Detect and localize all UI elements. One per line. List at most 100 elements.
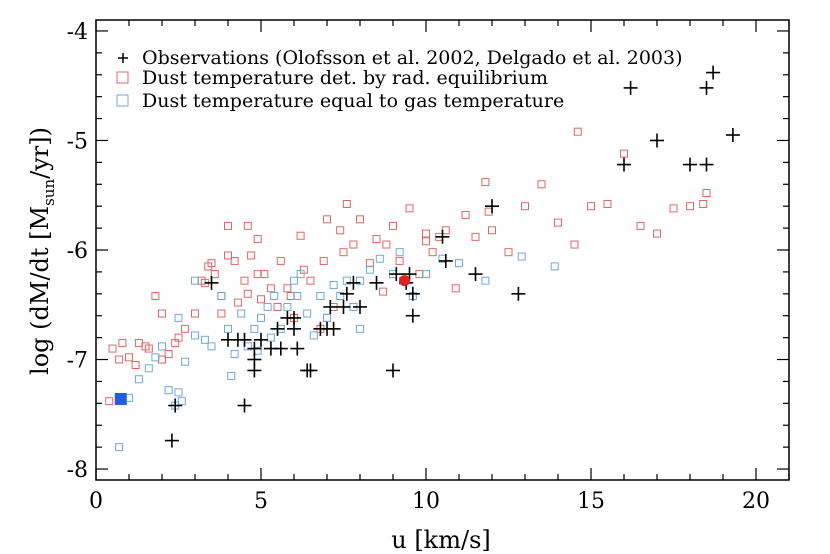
rad-equilibrium-point xyxy=(481,178,490,187)
rad-equilibrium-point xyxy=(382,240,391,249)
rad-equilibrium-point xyxy=(451,284,460,293)
rad-equilibrium-point xyxy=(115,355,124,364)
rad-equilibrium-point xyxy=(283,284,292,293)
gas-temperature-point xyxy=(224,324,232,333)
rad-equilibrium-point xyxy=(276,256,285,265)
gas-temperature-point xyxy=(263,302,272,311)
gas-temperature-point xyxy=(336,292,345,300)
ticks-group: 0 5 10 15 20 -8 -7 -6 -5 -4 xyxy=(67,20,790,514)
observation-point xyxy=(617,157,631,172)
rad-equilibrium-point xyxy=(422,237,430,246)
gas-temperature-point xyxy=(290,276,298,285)
legend-item-observations: Observations (Olofsson et al. 2002, Delg… xyxy=(118,47,683,69)
rad-equilibrium-point xyxy=(105,397,114,406)
y-axis-title-tail: /yr]) xyxy=(26,127,54,179)
rad-equilibrium-point xyxy=(134,339,143,348)
y-tick-label: -7 xyxy=(67,349,88,374)
gas-temperature-point xyxy=(158,342,166,351)
gas-temperature-point xyxy=(395,248,404,257)
rad-equilibrium-point xyxy=(669,204,678,213)
rad-equilibrium-point xyxy=(118,339,127,348)
rad-equilibrium-point xyxy=(306,276,315,285)
gas-temperature-point xyxy=(217,292,226,300)
gas-temperature-point xyxy=(134,375,143,384)
rad-equilibrium-point xyxy=(620,149,628,158)
rad-equilibrium-point xyxy=(174,333,183,342)
rad-equilibrium-point xyxy=(230,256,239,265)
rad-equilibrium-point xyxy=(323,215,331,224)
rad-equilibrium-point xyxy=(217,292,226,300)
gas-temperature-point xyxy=(422,270,430,279)
rad-equilibrium-point xyxy=(336,226,345,235)
observation-point xyxy=(389,267,404,282)
legend-item-rad-equilibrium: Dust temperature det. by rad. equilibriu… xyxy=(116,67,548,89)
gas-temperature-point xyxy=(177,397,186,406)
rad-equilibrium-point xyxy=(636,221,645,230)
x-tick-label: 0 xyxy=(89,489,103,514)
gas-temperature-point xyxy=(296,270,305,279)
gas-temperature-point xyxy=(181,357,190,366)
rad-equilibrium-point xyxy=(356,215,364,224)
rad-equilibrium-point xyxy=(587,202,595,211)
gas-temperature-point xyxy=(191,331,199,340)
legend-label-gas-temperature: Dust temperature equal to gas temperatur… xyxy=(142,90,564,112)
gas-temperature-point xyxy=(250,324,259,333)
rad-equilibrium-point xyxy=(191,309,199,318)
y-tick-label: -4 xyxy=(67,20,88,45)
observation-point xyxy=(336,299,351,314)
gas-temperature-point xyxy=(293,292,302,300)
legend-blue-square-marker xyxy=(116,94,129,107)
rad-equilibrium-point xyxy=(471,232,480,241)
observation-point xyxy=(326,321,341,336)
rad-equilibrium-point xyxy=(296,231,305,240)
observation-point xyxy=(405,308,420,323)
legend-label-rad-equilibrium: Dust temperature det. by rad. equilibriu… xyxy=(142,67,548,89)
gas-temperature-point xyxy=(144,364,153,373)
series-group-4 xyxy=(399,275,411,287)
observation-point xyxy=(386,363,400,378)
rad-equilibrium-point xyxy=(573,127,582,136)
x-tick-label: 20 xyxy=(742,489,770,514)
gas-temperature-point xyxy=(283,302,292,311)
observation-point xyxy=(623,80,638,95)
gas-temperature-point xyxy=(455,259,463,268)
rad-equilibrium-point xyxy=(405,204,414,213)
rad-equilibrium-point xyxy=(131,361,140,369)
rad-equilibrium-point xyxy=(266,284,275,293)
rad-equilibrium-point xyxy=(210,270,219,279)
legend-red-square-marker xyxy=(116,71,129,84)
observation-point xyxy=(725,128,740,142)
observation-point xyxy=(237,332,252,347)
rad-equilibrium-point xyxy=(415,270,424,279)
rad-equilibrium-point xyxy=(461,210,470,219)
series-group-0 xyxy=(164,65,740,448)
rad-equilibrium-point xyxy=(204,262,213,271)
rad-equilibrium-point xyxy=(504,248,513,257)
gas-temperature-point xyxy=(227,371,236,380)
highlight-blue-square xyxy=(114,392,127,405)
gas-temperature-point xyxy=(481,276,490,285)
observation-point xyxy=(273,341,288,356)
observation-point xyxy=(699,80,714,95)
y-axis-title-subscript: sun xyxy=(40,179,58,206)
rad-equilibrium-point xyxy=(319,256,328,265)
observation-point xyxy=(287,321,301,336)
rad-equilibrium-point xyxy=(108,344,117,353)
rad-equilibrium-point xyxy=(158,355,166,364)
rad-equilibrium-point xyxy=(699,200,708,208)
rad-equilibrium-point xyxy=(428,248,437,257)
rad-equilibrium-point xyxy=(484,207,493,216)
rad-equilibrium-point xyxy=(181,324,190,333)
rad-equilibrium-point xyxy=(349,240,358,249)
x-tick-label: 10 xyxy=(412,489,440,514)
observation-point xyxy=(290,341,305,356)
rad-equilibrium-point xyxy=(164,350,173,359)
rad-equilibrium-point xyxy=(247,251,256,260)
gas-temperature-point xyxy=(517,252,526,261)
rad-equilibrium-point xyxy=(224,221,232,230)
observation-point xyxy=(683,157,697,172)
gas-temperature-point xyxy=(342,276,351,285)
x-tick-label: 15 xyxy=(577,489,605,514)
rad-equilibrium-point xyxy=(253,270,262,279)
